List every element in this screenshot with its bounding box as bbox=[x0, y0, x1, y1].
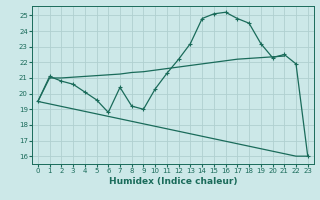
X-axis label: Humidex (Indice chaleur): Humidex (Indice chaleur) bbox=[108, 177, 237, 186]
